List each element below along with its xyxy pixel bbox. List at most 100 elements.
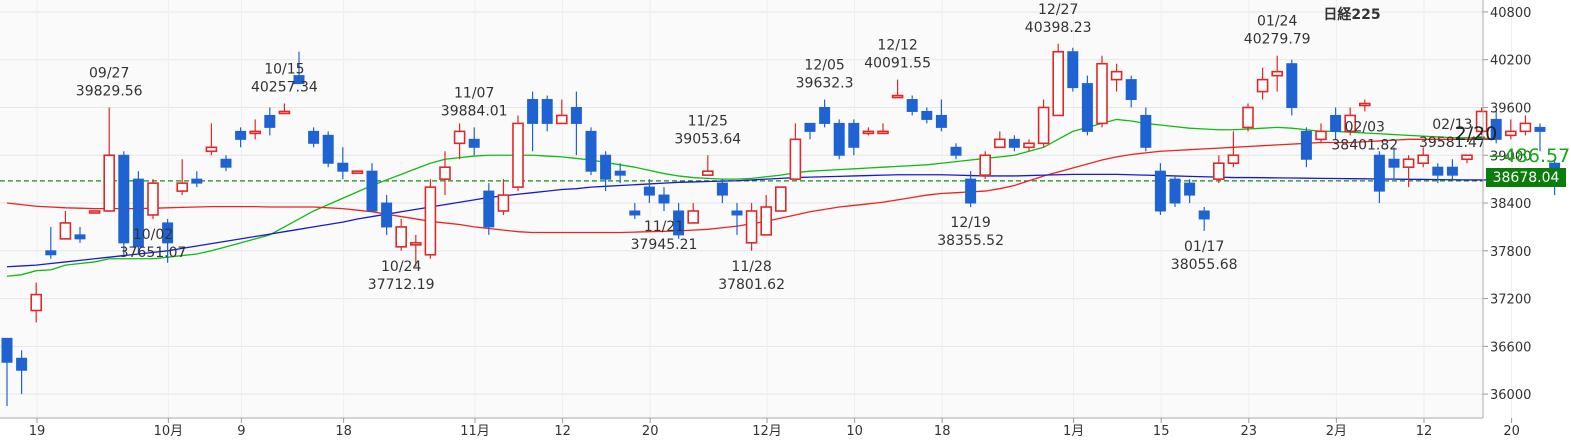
- candle: [950, 143, 962, 160]
- candle: [1023, 139, 1035, 152]
- x-tick-label: 15: [1153, 424, 1170, 439]
- moving-average-line: [6, 173, 1497, 268]
- candle-body: [1008, 138, 1020, 148]
- candle-body: [1315, 130, 1327, 141]
- x-tick-label: 20: [1503, 424, 1520, 439]
- candle-body: [935, 114, 947, 128]
- candle: [512, 115, 524, 192]
- candle-body: [862, 130, 875, 135]
- candle: [1081, 75, 1093, 136]
- candle-body: [1505, 130, 1517, 137]
- candle: [527, 91, 539, 152]
- annotation-value: 39829.56: [76, 83, 143, 99]
- candle: [1359, 99, 1371, 112]
- candle: [701, 155, 714, 176]
- candle: [1505, 119, 1517, 140]
- candle: [760, 195, 773, 236]
- candle: [1213, 155, 1225, 184]
- candle: [1461, 154, 1473, 164]
- candle-body: [527, 99, 539, 124]
- candle-body: [453, 130, 466, 145]
- annotation-value: 37651.07: [120, 245, 187, 261]
- candle-body: [585, 130, 597, 172]
- x-tick-label: 12: [1416, 424, 1433, 439]
- x-tick-label: 11月: [460, 424, 490, 439]
- candle: [1300, 127, 1312, 168]
- candle-body: [877, 130, 889, 135]
- candle-body: [950, 146, 962, 156]
- candle-body: [804, 122, 816, 132]
- candle: [147, 179, 159, 219]
- last-price-badge: [1486, 168, 1566, 187]
- candle-body: [1519, 122, 1532, 133]
- candle: [205, 123, 218, 156]
- candle: [541, 95, 553, 132]
- candle-body: [1475, 110, 1488, 133]
- candle-body: [687, 210, 700, 224]
- candle-body: [1373, 154, 1385, 192]
- annotation-value: 40091.55: [864, 56, 931, 72]
- candle-body: [293, 75, 305, 85]
- candle-body: [118, 154, 130, 244]
- candle: [1242, 103, 1254, 132]
- plot-background: [0, 0, 1483, 418]
- candle-body: [1227, 154, 1240, 165]
- candle-body: [1169, 178, 1181, 204]
- candle-body: [322, 134, 334, 164]
- candle-body: [1184, 182, 1196, 196]
- candle-body: [308, 130, 320, 144]
- candle: [1169, 175, 1181, 208]
- candle: [1140, 107, 1152, 152]
- candle-body: [541, 99, 553, 124]
- change-label: −486.57: [1488, 145, 1570, 167]
- candle-body: [409, 242, 422, 246]
- candle-body: [1140, 114, 1152, 148]
- candle-body: [220, 158, 232, 168]
- candle: [118, 151, 130, 255]
- annotation-date: 12/05: [804, 58, 844, 74]
- candle-body: [1359, 102, 1371, 107]
- candle: [1067, 47, 1079, 92]
- candle-body: [1286, 63, 1298, 108]
- candle: [1125, 75, 1137, 108]
- x-tick-label: 9: [237, 424, 245, 439]
- candle-body: [716, 182, 728, 196]
- candle: [322, 131, 334, 168]
- candle: [804, 122, 816, 140]
- candle: [643, 179, 655, 204]
- candle-body: [643, 186, 655, 196]
- candle: [1096, 55, 1108, 128]
- annotation-date: 10/15: [264, 62, 304, 78]
- candle: [570, 91, 582, 156]
- candle-body: [147, 182, 159, 216]
- x-tick-label: 23: [1241, 424, 1258, 439]
- x-tick-label: 1月: [1063, 424, 1084, 439]
- candle: [877, 123, 889, 135]
- y-tick-label: 39000: [1490, 149, 1531, 164]
- x-tick-label: 18: [335, 424, 352, 439]
- candle-body: [906, 99, 918, 112]
- candle-body: [833, 122, 845, 156]
- candle-body: [673, 210, 685, 236]
- candle: [1344, 107, 1356, 136]
- candle-body: [760, 206, 773, 236]
- candle: [819, 99, 831, 128]
- y-tick-label: 37800: [1490, 245, 1531, 260]
- annotation-date: 01/24: [1257, 14, 1297, 30]
- candle-body: [1037, 106, 1050, 145]
- candle: [191, 171, 203, 188]
- candle: [424, 179, 437, 259]
- candle: [891, 79, 904, 99]
- candle-body: [1490, 118, 1502, 140]
- candle: [658, 187, 670, 211]
- chart-title: 日経225: [1323, 6, 1380, 23]
- candle: [1198, 207, 1210, 231]
- candle: [921, 107, 933, 124]
- candle-body: [1432, 166, 1444, 176]
- candle: [1184, 179, 1196, 204]
- annotation-value: 39632.3: [796, 76, 854, 92]
- x-tick-label: 19: [29, 424, 46, 439]
- annotation-date: 12/27: [1038, 2, 1078, 18]
- candle: [88, 210, 101, 214]
